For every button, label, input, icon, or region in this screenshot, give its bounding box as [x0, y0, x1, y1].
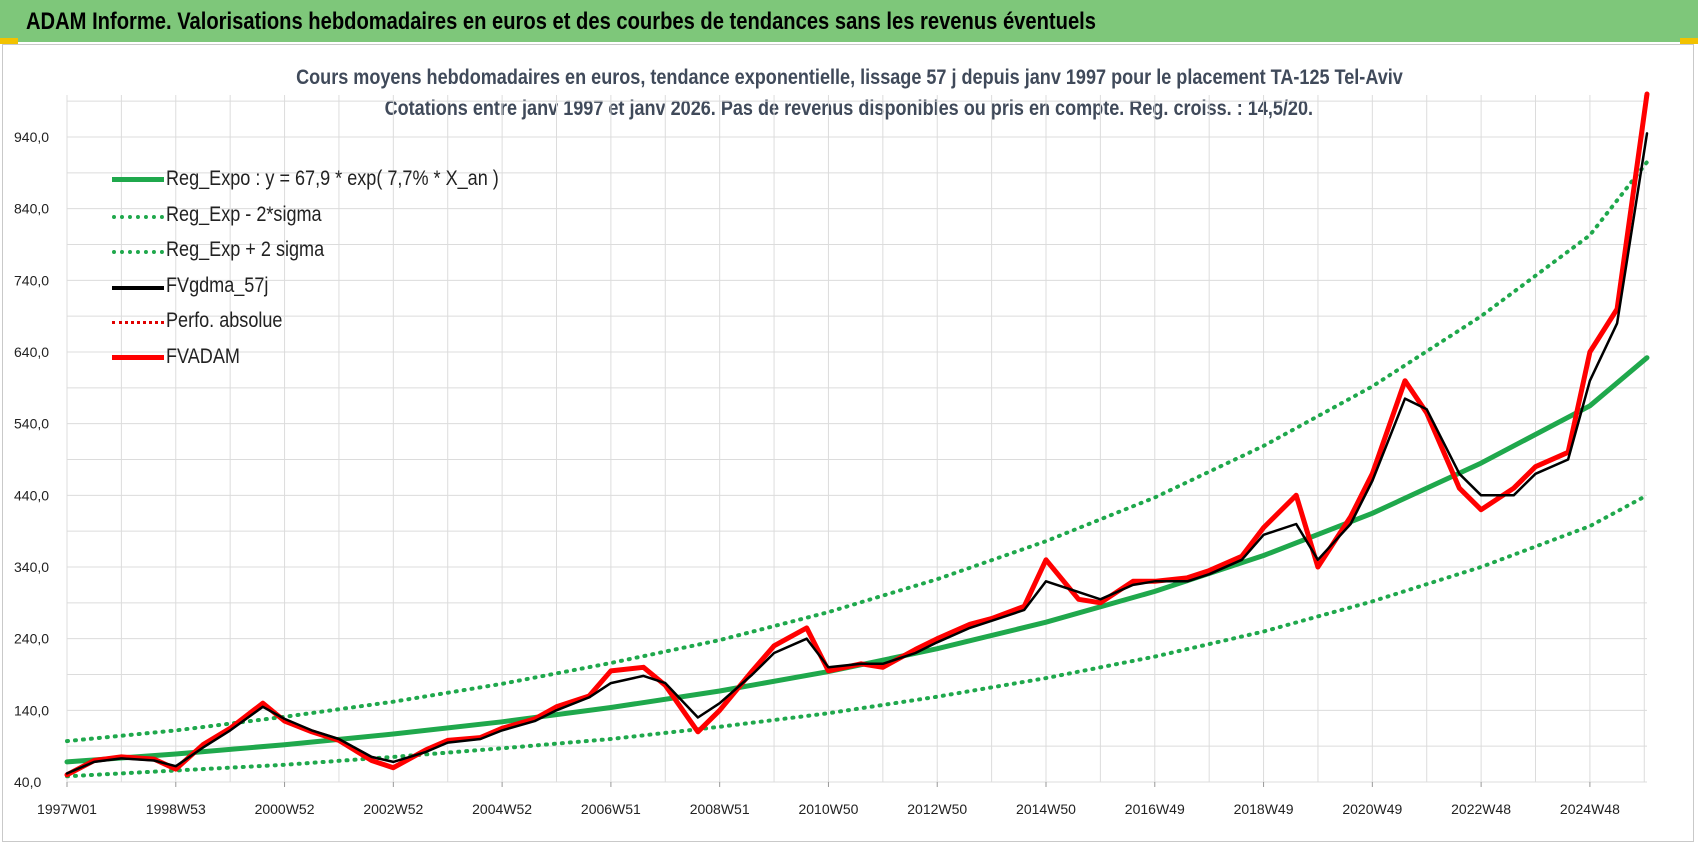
x-tick-label: 2010W50 [798, 801, 858, 817]
grid-lines [66, 95, 1647, 783]
x-tick-label: 2008W51 [690, 801, 750, 817]
series-fvadam [64, 91, 1650, 778]
chart-frame [2, 44, 1694, 842]
chart-subtitle: Cotations entre janv 1997 et janv 2026. … [384, 97, 1314, 120]
series-reg-expo [64, 355, 1650, 765]
legend-label-fvgdma: FVgdma_57j [166, 273, 269, 297]
x-tick-label: 2004W52 [472, 801, 532, 817]
x-tick-label: 2000W52 [255, 801, 315, 817]
x-tick-label: 2020W49 [1342, 801, 1402, 817]
x-tick-label: 1998W53 [146, 801, 206, 817]
y-tick-label: 740,0 [14, 272, 49, 288]
x-tick-label: 2016W49 [1125, 801, 1185, 817]
y-tick-label: 840,0 [14, 201, 49, 217]
legend-swatch-fvgdma [112, 285, 164, 290]
x-tick-label: 2018W49 [1234, 801, 1294, 817]
x-tick-label: 2012W50 [907, 801, 967, 817]
y-tick-label: 40,0 [14, 774, 41, 790]
legend-label-fvadam: FVADAM [166, 344, 240, 368]
y-tick-label: 440,0 [14, 487, 49, 503]
y-tick-label: 140,0 [14, 702, 49, 718]
y-tick-label: 240,0 [14, 631, 49, 647]
legend-label-reg-exp-plus: Reg_Exp + 2 sigma [166, 238, 325, 261]
x-tick-label: 2014W50 [1016, 801, 1076, 817]
legend-label-reg-expo: Reg_Expo : y = 67,9 * exp( 7,7% * X_an ) [166, 167, 499, 190]
x-axis-ticks: 1997W01 1998W53 2000W52 2002W52 2004W52 2006W… [37, 782, 1620, 817]
series-reg-exp-plus-2sigma [65, 160, 1649, 744]
x-tick-label: 2006W51 [581, 801, 641, 817]
y-tick-label: 340,0 [14, 559, 49, 575]
x-tick-label: 2002W52 [363, 801, 423, 817]
header-bar: ADAM Informe. Valorisations hebdomadaire… [0, 0, 1698, 42]
x-tick-label: 1997W01 [37, 801, 97, 817]
series-reg-exp-minus-2sigma [65, 493, 1649, 779]
legend-swatch-reg-exp-plus [112, 250, 164, 254]
chart-title: Cours moyens hebdomadaires en euros, ten… [295, 66, 1403, 89]
series-lines [64, 91, 1650, 779]
y-tick-label: 640,0 [14, 344, 49, 360]
header-title: ADAM Informe. Valorisations hebdomadaire… [26, 8, 1096, 35]
y-tick-label: 940,0 [14, 129, 49, 145]
x-tick-label: 2024W48 [1560, 801, 1620, 817]
y-tick-label: 540,0 [14, 416, 49, 432]
legend-swatch-reg-expo [112, 177, 164, 182]
corner-mark [1680, 38, 1698, 44]
x-tick-label: 2022W48 [1451, 801, 1511, 817]
legend-swatch-fvadam [112, 354, 164, 360]
corner-mark [0, 38, 18, 44]
legend-swatch-reg-exp-minus [112, 214, 164, 219]
legend-label-reg-exp-minus: Reg_Exp - 2*sigma [166, 202, 322, 226]
legend-label-perfo: Perfo. absolue [166, 309, 283, 332]
legend-swatch-perfo [112, 321, 164, 324]
y-axis-ticks: 40,0 140,0 240,0 340,0 440,0 540,0 640,0 740,0 8… [14, 129, 49, 790]
series-fvgdma-57j [65, 132, 1649, 775]
